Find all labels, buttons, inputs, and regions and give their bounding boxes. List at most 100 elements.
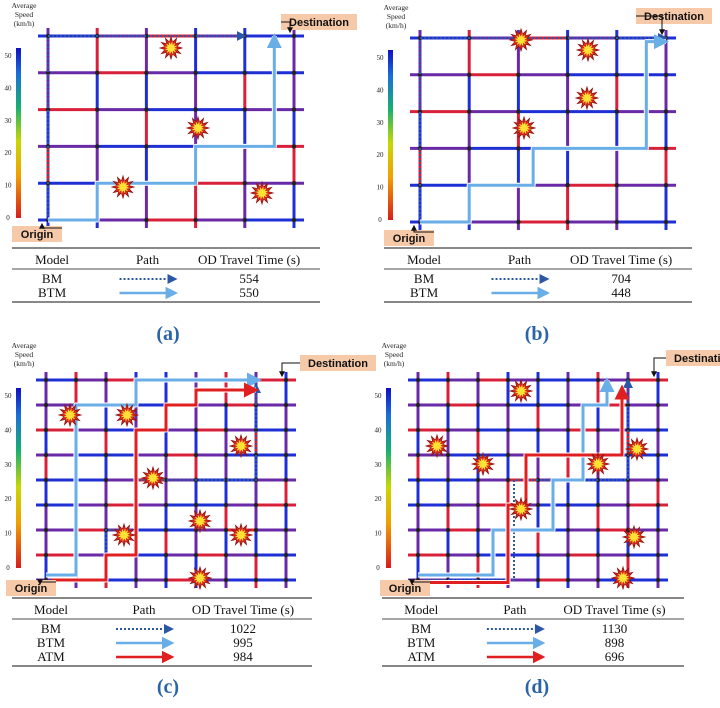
intersection-node [163, 477, 169, 483]
bm-path [419, 33, 668, 222]
intersection-node [625, 502, 631, 508]
colorbar-title-line: Average [384, 3, 410, 12]
intersection-node [565, 402, 571, 408]
incident-core [616, 571, 630, 585]
intersection-node [193, 502, 199, 508]
intersection-node [291, 217, 297, 223]
intersection-node [445, 377, 451, 383]
intersection-node [475, 502, 481, 508]
destination-label-box [666, 350, 720, 366]
incident-core [234, 528, 248, 542]
intersection-node [625, 377, 631, 383]
table-row-time: 995 [233, 635, 253, 650]
atm-path [52, 382, 259, 582]
colorbar-title-line: (km/h) [386, 21, 407, 30]
incident-core [581, 43, 595, 57]
intersection-node [467, 109, 472, 114]
colorbar-ramp [16, 48, 21, 218]
intersection-node [283, 452, 289, 458]
colorbar-tick-label: 30 [377, 119, 385, 127]
colorbar-tick-label: 10 [377, 184, 385, 192]
origin-label: Origin [21, 229, 54, 241]
destination-pointer [279, 362, 300, 378]
intersection-node [516, 109, 521, 114]
table-header-model: Model [34, 602, 68, 617]
table-header-model: Model [404, 602, 438, 617]
intersection-node [415, 377, 421, 383]
intersection-node [663, 72, 669, 78]
road-network [410, 30, 676, 230]
intersection-node [614, 219, 619, 225]
table-row-time: 448 [611, 285, 631, 300]
intersection-node [595, 577, 601, 583]
travel-time-table: Model Path OD Travel Time (s) BM 554 BTM 550 [12, 247, 320, 303]
intersection-node [144, 144, 149, 149]
intersection-node [614, 72, 619, 78]
intersection-node [467, 72, 472, 78]
intersection-node [95, 70, 100, 76]
origin-label: Origin [15, 583, 48, 595]
destination-pointer [281, 21, 293, 34]
intersection-node [516, 72, 521, 78]
intersection-node [253, 552, 259, 558]
intersection-node [655, 427, 661, 433]
table-row-time: 550 [239, 285, 259, 300]
colorbar-tick-label: 0 [6, 214, 10, 222]
destination-label-box [300, 355, 376, 371]
intersection-node [565, 183, 570, 188]
incident-core [146, 471, 160, 485]
intersection-node [614, 109, 619, 114]
intersection-node [565, 527, 571, 533]
intersection-node [253, 427, 259, 433]
intersection-node [535, 427, 541, 433]
bm-path [55, 383, 261, 581]
colorbar-title-line: Speed [385, 350, 404, 359]
intersection-node [193, 70, 198, 76]
intersection-node [595, 527, 601, 533]
intersection-node [415, 427, 421, 433]
colorbar-title-line: (km/h) [384, 359, 405, 368]
intersection-node [663, 219, 669, 225]
intersection-node [655, 452, 661, 458]
colorbar-tick-label: 0 [376, 564, 380, 572]
colorbar-tick-label: 40 [5, 84, 13, 92]
table-row-model: BTM [410, 285, 439, 300]
table-header-path: Path [508, 252, 532, 267]
intersection-node [163, 577, 169, 583]
intersection-node [43, 552, 49, 558]
intersection-node [242, 70, 247, 76]
incident-core [514, 33, 528, 47]
intersection-node [475, 377, 481, 383]
table-row-model: BM [41, 621, 62, 636]
destination-label: Destination [674, 353, 720, 365]
origin-label-box [380, 580, 430, 596]
origin-label: Origin [389, 583, 422, 595]
intersection-node [663, 109, 669, 114]
intersection-node [625, 402, 631, 408]
intersection-node [565, 219, 570, 225]
intersection-node [595, 552, 601, 558]
table-header-time: OD Travel Time (s) [563, 602, 665, 617]
intersection-node [415, 552, 421, 558]
incident-core [193, 514, 207, 528]
colorbar-tick-label: 20 [5, 495, 13, 503]
btm-path-halo [420, 39, 666, 225]
colorbar-title-line: Average [382, 341, 408, 350]
intersection-node [535, 502, 541, 508]
origin-pointer [411, 224, 434, 233]
table-row-model: BM [42, 271, 63, 286]
destination-label: Destination [644, 11, 704, 23]
intersection-node [283, 477, 289, 483]
intersection-node [516, 219, 521, 225]
incident-core [514, 502, 528, 516]
colorbar-tick-label: 40 [5, 426, 13, 434]
origin-label: Origin [393, 233, 426, 245]
intersection-node [144, 217, 149, 223]
travel-time-table: Model Path OD Travel Time (s) BM 1130 BTM 898 A… [382, 597, 684, 667]
intersection-node [655, 552, 661, 558]
